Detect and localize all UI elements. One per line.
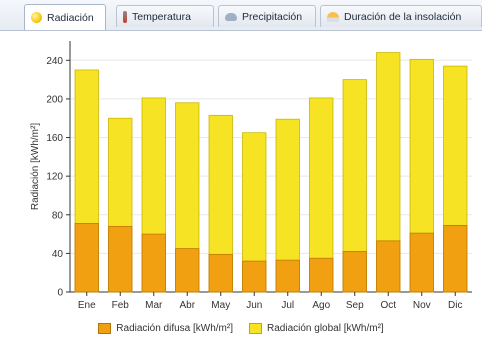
rain-cloud-icon [225, 12, 237, 21]
bar-diffuse [443, 224, 468, 293]
legend-item-global: Radiación global [kWh/m²] [249, 322, 384, 334]
y-tick-label: 160 [46, 133, 63, 144]
y-axis-label: Radiación [kWh/m²] [30, 123, 41, 210]
legend-swatch-global [249, 322, 262, 334]
legend-item-diffuse: Radiación difusa [kWh/m²] [98, 322, 233, 334]
tab-precipitacion[interactable]: Precipitación [218, 5, 316, 27]
tab-label: Precipitación [242, 10, 303, 23]
bar-diffuse [342, 251, 367, 293]
x-tick-label: Jul [281, 300, 294, 311]
legend-label-diffuse: Radiación difusa [kWh/m²] [116, 322, 233, 334]
tab-label: Radiación [47, 11, 94, 24]
chart-legend: Radiación difusa [kWh/m²] Radiación glob… [0, 318, 482, 338]
radiation-chart: 0 40 80 120 160 200 240 Radiación [kWh/m²] Ene Fe… [30, 41, 472, 311]
y-tick-label: 200 [46, 94, 63, 105]
bar-diffuse [376, 240, 401, 293]
bar-diffuse [175, 248, 200, 293]
sunset-icon [327, 11, 339, 22]
x-tick-label: Ago [312, 300, 330, 311]
bar-diffuse [74, 223, 99, 293]
x-tick-label: Sep [346, 300, 364, 311]
tab-bar: Radiación Temperatura Precipitación Dura… [0, 0, 482, 31]
legend-label-global: Radiación global [kWh/m²] [267, 322, 384, 334]
bar-diffuse [242, 260, 267, 293]
bar-diffuse [275, 259, 300, 293]
x-tick-label: Abr [179, 300, 195, 311]
y-tick-label: 0 [57, 288, 63, 299]
x-tick-label: Ene [78, 300, 96, 311]
x-tick-label: Nov [413, 300, 431, 311]
tab-label: Duración de la insolación [344, 10, 462, 23]
thermometer-icon [123, 10, 127, 23]
bar-diffuse [141, 233, 166, 293]
x-tick-label: Mar [145, 300, 163, 311]
y-tick-label: 120 [46, 172, 63, 183]
y-tick-label: 80 [52, 210, 64, 221]
tab-label: Temperatura [132, 10, 191, 23]
tab-duracion-insolacion[interactable]: Duración de la insolación [320, 5, 482, 27]
tab-temperatura[interactable]: Temperatura [116, 5, 214, 27]
bar-diffuse [409, 232, 434, 293]
x-tick-label: Jun [246, 300, 262, 311]
sun-icon [31, 12, 42, 23]
bar-diffuse [208, 253, 233, 293]
chart-panel: 0 40 80 120 160 200 240 Radiación [kWh/m²] Ene Fe… [0, 31, 482, 347]
x-tick-label: May [211, 300, 230, 311]
x-tick-label: Oct [380, 300, 396, 311]
bar-diffuse [309, 257, 334, 293]
tab-radiacion[interactable]: Radiación [24, 4, 106, 30]
legend-swatch-diffuse [98, 322, 112, 334]
x-tick-label: Dic [448, 300, 462, 311]
y-tick-label: 40 [52, 249, 64, 260]
bar-diffuse [108, 225, 133, 293]
y-tick-label: 240 [46, 56, 63, 67]
x-tick-label: Feb [112, 300, 130, 311]
